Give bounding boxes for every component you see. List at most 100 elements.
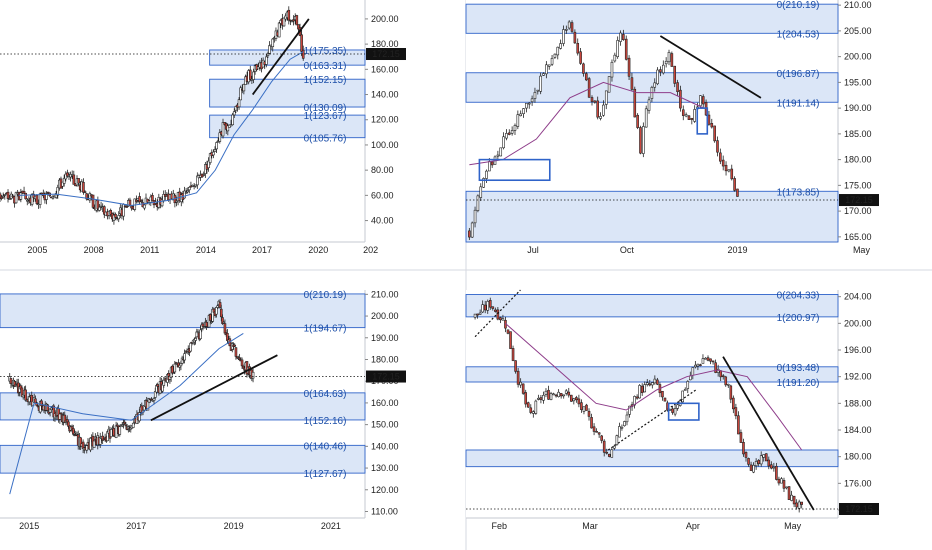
candle-down [46,191,50,194]
candle-up [133,198,137,210]
level-label: 1(127.67) [304,469,347,480]
candle-up [645,382,649,385]
candle-up [553,53,557,58]
candle-up [701,358,705,364]
candle-down [630,77,634,90]
y-tick-label: 204.00 [844,292,872,302]
candle-down [24,389,27,401]
candle-down [575,397,578,401]
candle-up [186,190,190,193]
candle-up [183,190,186,199]
candle-down [709,358,712,362]
candle-up [488,161,491,172]
candle-up [556,46,560,56]
level-zone [209,78,366,108]
candle-up [194,184,198,187]
candle-down [701,96,705,105]
current-price-tag [366,48,406,61]
candle-up [208,153,212,163]
candle-up [228,124,231,128]
candle-down [592,426,596,432]
level-zone [0,293,366,329]
candle-up [38,193,42,205]
candle-up [651,382,654,386]
candle-up [754,461,758,467]
level-label: 0(193.48) [777,363,820,374]
candle-down [547,389,550,400]
candle-up [550,57,554,65]
level-label: 1(152.16) [304,416,347,427]
moving-average-line [9,333,244,495]
candle-down [559,393,563,397]
candle-down [767,459,771,467]
candle-down [91,194,95,208]
candle-down [114,213,117,218]
candle-up [152,398,156,401]
candle-down [223,323,227,334]
current-price-label: 172.15 [372,372,400,382]
candle-up [530,98,534,103]
y-tick-label: 160.00 [371,64,399,74]
candle-down [734,407,738,417]
level-label: 1(123.67) [304,111,347,122]
candle-down [730,168,734,180]
candle-down [576,42,580,54]
candle-down [112,428,115,437]
candle-down [663,397,667,402]
candle-up [559,43,562,49]
candle-down [670,53,674,67]
x-tick-label: May [784,521,802,531]
candle-up [199,329,202,340]
current-price-label: 172.15 [372,49,400,59]
candle-down [6,191,10,199]
candle-up [282,17,286,27]
candle-down [706,357,710,361]
candle-up [545,64,548,75]
candle-down [739,432,743,443]
candle-up [565,29,568,31]
candle-up [686,381,690,389]
x-tick-label: 2011 [140,245,159,255]
candle-down [777,478,781,484]
y-tick-label: 176.00 [844,478,872,488]
candle-down [507,132,511,135]
candle-down [514,360,517,372]
y-tick-label: 100.00 [371,140,399,150]
candle-up [604,90,608,105]
y-tick-label: 184.00 [844,425,872,435]
level-zone [465,190,839,243]
y-tick-label: 60.00 [371,190,394,200]
candle-down [221,317,224,324]
candle-up [89,437,92,451]
candle-down [587,410,591,417]
x-tick-label: Oct [620,245,635,255]
candle-down [539,397,543,400]
candle-up [473,209,477,224]
candle-down [737,415,740,435]
candle-down [624,38,628,60]
x-tick-label: May [853,245,871,255]
candle-up [196,175,199,186]
candle-up [237,99,241,108]
y-tick-label: 180.00 [844,155,872,165]
candle-down [593,100,597,103]
candle-up [54,193,58,198]
candle-down [579,51,582,64]
y-tick-label: 120.00 [371,485,399,495]
candle-up [726,383,730,386]
candle-up [266,53,270,56]
candle-down [607,453,611,457]
candle-down [483,304,487,311]
candle-down [524,392,528,405]
level-label: 0(140.46) [304,441,347,452]
candle-down [742,441,745,455]
candle-up [544,390,548,395]
candle-down [749,464,753,471]
candle-down [673,65,677,84]
candle-up [257,66,260,70]
candle-up [88,193,92,201]
candle-up [644,108,648,128]
candle-down [234,347,238,357]
candle-down [125,206,129,208]
